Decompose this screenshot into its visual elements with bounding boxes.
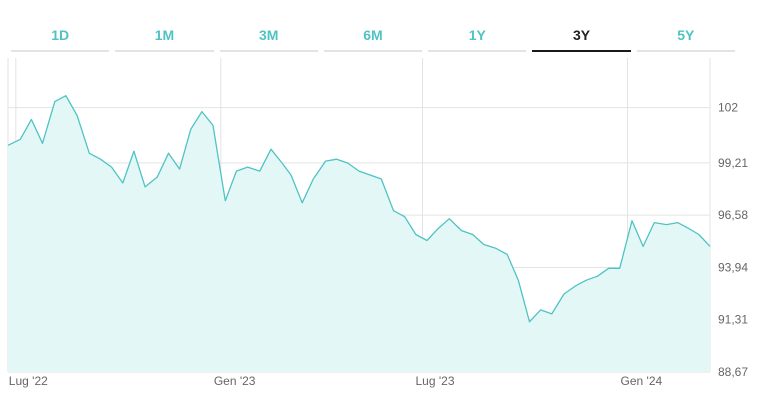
tab-5y[interactable]: 5Y [636,22,735,52]
y-tick-label: 88,67 [718,365,748,379]
period-tabs: 1D 1M 3M 6M 1Y 3Y 5Y [8,22,738,52]
tab-6m[interactable]: 6M [323,22,423,52]
y-tick-label: 96,58 [718,208,748,222]
y-axis: 102 99,21 96,58 93,94 91,31 88,67 [718,101,748,379]
tab-1d[interactable]: 1D [11,22,110,52]
y-tick-label: 91,31 [718,313,748,327]
price-line [7,95,711,323]
x-axis: Lug '22 Gen '23 Lug '23 Gen '24 [9,374,663,388]
y-tick-label: 99,21 [718,156,748,170]
price-area [8,95,710,372]
tab-1y[interactable]: 1Y [428,22,527,52]
x-tick-label: Gen '24 [621,374,663,388]
y-tick-label: 93,94 [718,260,748,274]
tab-1m[interactable]: 1M [115,22,214,52]
tab-3y[interactable]: 3Y [532,22,631,52]
x-tick-label: Gen '23 [214,374,256,388]
y-tick-label: 102 [718,101,738,115]
x-tick-label: Lug '22 [9,374,48,388]
tab-3m[interactable]: 3M [219,22,318,52]
x-tick-label: Lug '23 [416,374,455,388]
